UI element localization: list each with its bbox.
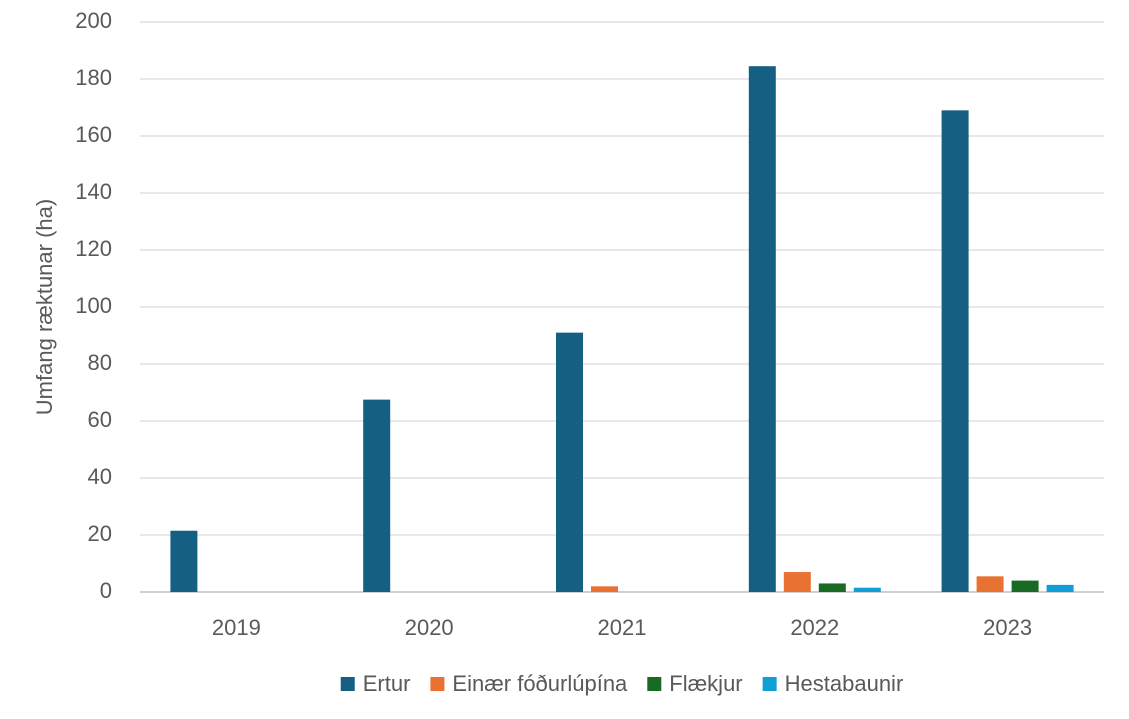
bar (170, 530, 198, 592)
bar (818, 583, 846, 592)
y-tick-label: 180 (75, 65, 112, 90)
legend-label: Flækjur (669, 671, 742, 696)
y-tick-label: 40 (88, 464, 112, 489)
bar (941, 110, 969, 592)
x-tick-label: 2023 (983, 615, 1032, 640)
bar (1011, 580, 1039, 592)
bar (1046, 584, 1074, 592)
y-tick-label: 140 (75, 179, 112, 204)
y-tick-label: 20 (88, 521, 112, 546)
legend-swatch (647, 677, 662, 691)
x-tick-label: 2020 (405, 615, 454, 640)
bar (783, 572, 811, 592)
y-axis-label: Umfang ræktunar (ha) (32, 199, 57, 415)
bar (556, 332, 583, 592)
bar (853, 587, 881, 592)
bar (976, 576, 1004, 592)
legend-label: Hestabaunir (785, 671, 904, 696)
x-tick-label: 2022 (790, 615, 839, 640)
y-tick-label: 0 (100, 578, 112, 603)
y-tick-label: 60 (88, 407, 112, 432)
y-tick-label: 120 (75, 236, 112, 261)
legend-swatch (430, 677, 445, 691)
y-tick-label: 100 (75, 293, 112, 318)
y-tick-label: 160 (75, 122, 112, 147)
bar (748, 66, 776, 593)
legend-swatch (340, 677, 355, 691)
y-tick-label: 200 (75, 8, 112, 33)
x-tick-label: 2021 (598, 615, 647, 640)
legend-label: Ertur (363, 671, 411, 696)
bar (591, 586, 618, 592)
legend-swatch (762, 677, 777, 691)
legend-label: Einær fóðurlúpína (452, 671, 628, 696)
x-tick-label: 2019 (212, 615, 261, 640)
bar (363, 399, 391, 592)
y-tick-label: 80 (88, 350, 112, 375)
